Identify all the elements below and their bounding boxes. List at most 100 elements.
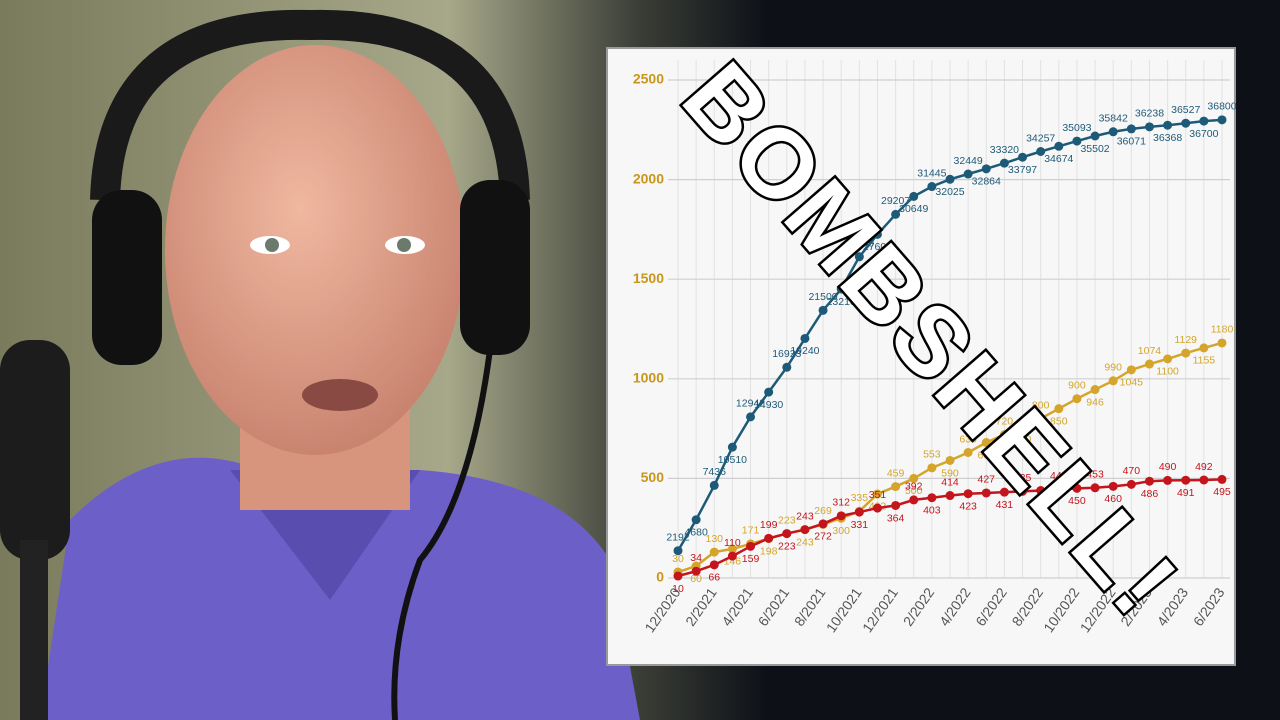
data-label: 23210 [827, 296, 856, 308]
headphone-cup [460, 180, 530, 355]
data-label: 720 [996, 415, 1014, 427]
data-point [945, 455, 955, 465]
data-label: 21500 [808, 291, 837, 303]
data-point [727, 551, 737, 561]
y-tick-label: 2000 [633, 170, 664, 186]
data-point [1163, 475, 1173, 485]
data-label: 36527 [1171, 104, 1200, 116]
data-label: 800 [1032, 399, 1050, 411]
data-point [836, 511, 846, 521]
data-point [818, 519, 828, 529]
data-point [1199, 343, 1209, 353]
data-point [891, 482, 901, 492]
data-label: 66 [708, 572, 720, 584]
data-point [872, 489, 882, 499]
data-label: 36368 [1153, 132, 1182, 144]
data-label: 27600 [863, 241, 892, 253]
data-point [727, 442, 737, 452]
data-label: 590 [941, 467, 959, 479]
data-label: 198 [760, 545, 778, 557]
data-label: 25800 [845, 238, 874, 250]
data-label: 495 [1213, 486, 1231, 498]
data-point [1090, 131, 1100, 141]
data-point [673, 571, 683, 581]
data-label: 130 [706, 533, 724, 545]
data-label: 300 [832, 525, 850, 537]
data-point [1199, 116, 1209, 126]
data-point [727, 544, 737, 554]
data-point [691, 566, 701, 576]
data-label: 414 [941, 476, 959, 488]
data-label: 31445 [917, 167, 946, 179]
data-label: 450 [1068, 495, 1086, 507]
data-point [764, 533, 774, 543]
data-label: 470 [1123, 465, 1141, 477]
data-point [1163, 354, 1173, 364]
data-point [999, 430, 1009, 440]
data-label: 1155 [1193, 355, 1216, 367]
data-point [981, 488, 991, 498]
data-point [709, 547, 719, 557]
data-label: 486 [1141, 488, 1159, 500]
data-label: 4680 [684, 527, 708, 539]
data-label: 459 [887, 467, 905, 479]
data-point [1036, 147, 1046, 157]
data-point [1018, 486, 1028, 496]
data-label: 36071 [1117, 136, 1146, 148]
data-label: 171 [742, 525, 760, 537]
data-label: 35502 [1080, 143, 1109, 155]
data-label: 33797 [1008, 164, 1037, 176]
data-point [1144, 122, 1154, 132]
data-label: 12942 [736, 398, 765, 410]
data-point [1018, 152, 1028, 162]
data-label: 272 [814, 531, 832, 543]
data-label: 630 [959, 433, 977, 445]
data-point [872, 503, 882, 513]
data-point [1054, 404, 1064, 414]
data-point [999, 158, 1009, 168]
data-point [1199, 475, 1209, 485]
data-point [818, 305, 828, 315]
iris [265, 238, 279, 252]
data-label: 364 [887, 512, 905, 524]
presenter [0, 9, 640, 720]
data-point [1054, 484, 1064, 494]
data-label: 32025 [935, 186, 964, 198]
data-point [891, 500, 901, 510]
data-label: 243 [796, 510, 814, 522]
data-label: 1045 [1120, 377, 1144, 389]
data-label: 490 [1159, 461, 1177, 473]
y-tick-label: 1500 [633, 270, 664, 286]
data-point [1126, 479, 1136, 489]
data-label: 491 [1177, 487, 1195, 499]
data-point [800, 525, 810, 535]
data-label: 223 [778, 540, 796, 552]
data-label: 33320 [990, 144, 1019, 156]
data-label: 453 [1086, 469, 1104, 481]
data-label: 223 [778, 514, 796, 526]
data-label: 439 [1032, 497, 1050, 509]
data-point [691, 515, 701, 525]
data-label: 492 [1195, 461, 1213, 473]
y-tick-label: 2500 [633, 71, 664, 87]
data-label: 335 [851, 492, 869, 504]
data-point [963, 489, 973, 499]
data-point [1144, 359, 1154, 369]
data-label: 7436 [703, 466, 727, 478]
data-point [764, 387, 774, 397]
data-label: 392 [905, 481, 923, 493]
data-label: 32864 [972, 176, 1001, 188]
data-point [1108, 481, 1118, 491]
data-label: 35842 [1099, 113, 1128, 125]
data-point [1072, 394, 1082, 404]
data-point [981, 164, 991, 174]
data-label: 110 [724, 537, 741, 549]
y-tick-label: 500 [641, 469, 665, 485]
data-point [872, 229, 882, 239]
data-label: 331 [851, 519, 869, 531]
data-point [854, 252, 864, 262]
data-point [1144, 476, 1154, 486]
data-label: 500 [905, 485, 923, 497]
data-label: 10510 [718, 454, 747, 466]
data-point [1090, 385, 1100, 395]
